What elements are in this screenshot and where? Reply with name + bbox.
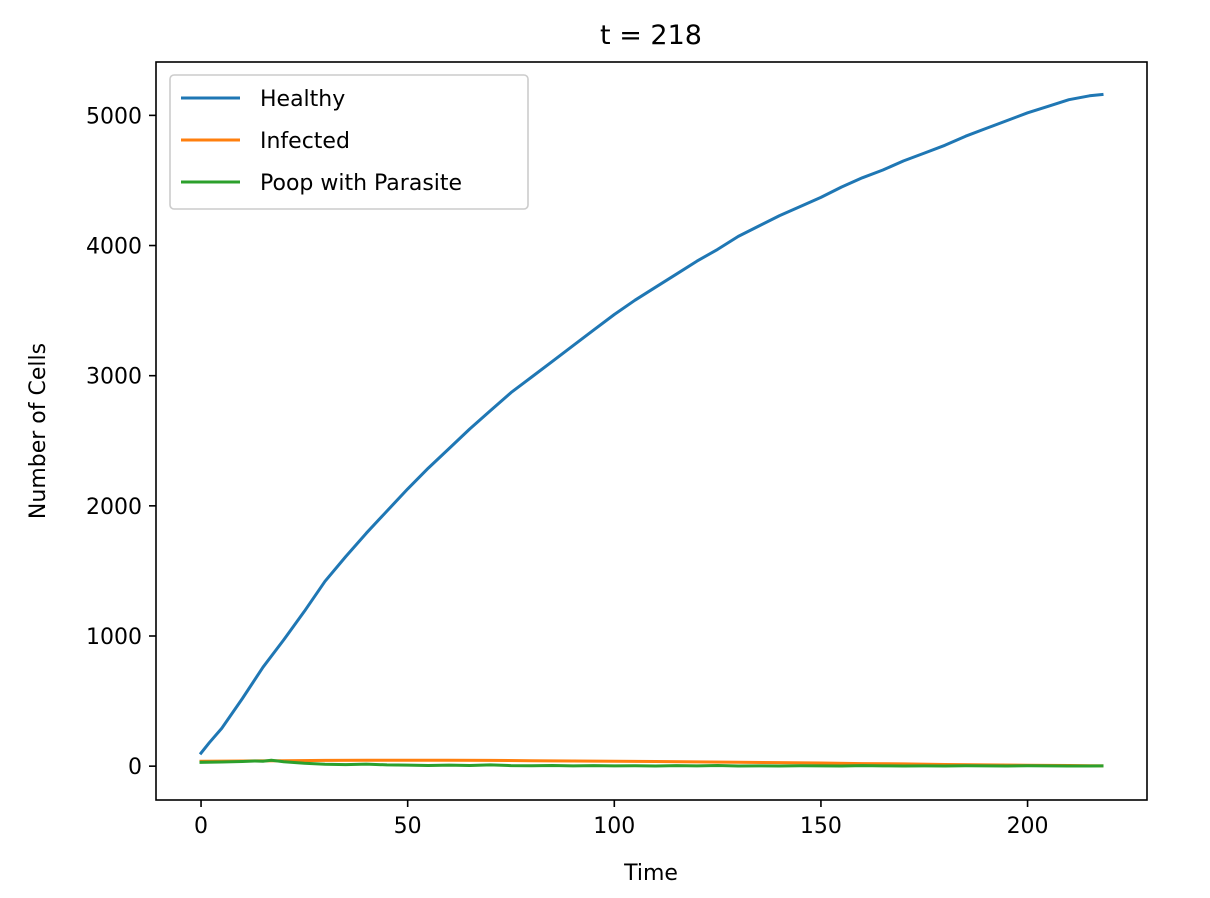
y-tick-label: 3000 xyxy=(86,365,142,390)
legend-label-healthy: Healthy xyxy=(260,87,345,112)
x-axis-label: Time xyxy=(623,861,678,886)
series-line-healthy xyxy=(198,92,1104,756)
y-tick-label: 2000 xyxy=(86,495,142,520)
plot-frame xyxy=(155,61,1148,801)
x-tick-label: 150 xyxy=(800,814,842,839)
series-layer xyxy=(198,92,1104,768)
x-tick-label: 0 xyxy=(194,814,208,839)
y-tick-label: 0 xyxy=(128,755,142,780)
x-tick-label: 100 xyxy=(593,814,635,839)
x-tick-label: 200 xyxy=(1007,814,1049,839)
y-tick-label: 4000 xyxy=(86,235,142,260)
legend-label-infected: Infected xyxy=(260,129,350,154)
y-axis: 0 1000 2000 3000 4000 5000 xyxy=(86,104,156,780)
legend-box xyxy=(169,74,529,210)
legend: Healthy Infected Poop with Parasite xyxy=(169,74,529,210)
x-axis: 0 50 100 150 200 xyxy=(194,800,1049,839)
y-axis-label: Number of Cells xyxy=(26,343,51,519)
legend-label-poop-with-parasite: Poop with Parasite xyxy=(260,171,462,196)
series-line-poop-with-parasite xyxy=(199,758,1104,768)
y-tick-label: 5000 xyxy=(86,104,142,129)
y-tick-label: 1000 xyxy=(86,625,142,650)
chart-title: t = 218 xyxy=(600,20,702,51)
x-tick-label: 50 xyxy=(394,814,422,839)
